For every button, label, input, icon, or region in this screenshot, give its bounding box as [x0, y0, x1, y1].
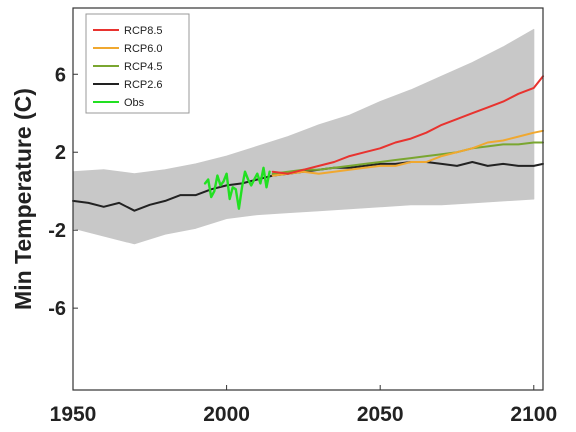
- legend-label-obs: Obs: [124, 97, 145, 109]
- y-tick-label: -2: [48, 220, 66, 242]
- y-axis: 6 2 -2 -6: [48, 64, 78, 320]
- x-axis: 1950 2000 2050 2100: [50, 385, 557, 426]
- legend-label-rcp6-0: RCP6.0: [124, 43, 163, 55]
- x-tick-label: 2050: [357, 403, 404, 426]
- legend-label-rcp2-6: RCP2.6: [124, 79, 163, 91]
- y-tick-label: 2: [55, 142, 66, 164]
- series-line-rcp4-5: [271, 141, 544, 175]
- legend-label-rcp4-5: RCP4.5: [124, 61, 163, 73]
- series-line-rcp8-5: [271, 75, 544, 175]
- legend: RCP8.5 RCP6.0 RCP4.5 RCP2.6 Obs: [85, 13, 190, 114]
- series-line-rcp6-0: [271, 129, 544, 177]
- x-tick-label: 2100: [510, 403, 557, 426]
- y-tick-label: 6: [55, 64, 66, 86]
- x-tick-label: 2000: [203, 403, 250, 426]
- ensemble-band-area: [72, 28, 535, 245]
- x-tick-label: 1950: [50, 403, 97, 426]
- ensemble-band: [72, 28, 535, 245]
- series-line-obs: [203, 166, 271, 210]
- y-axis-label: Min Temperature (C): [10, 88, 36, 310]
- y-tick-label: -6: [48, 298, 66, 320]
- plot-frame: [72, 7, 544, 391]
- legend-label-rcp8-5: RCP8.5: [124, 25, 163, 37]
- series-layer: [72, 75, 544, 212]
